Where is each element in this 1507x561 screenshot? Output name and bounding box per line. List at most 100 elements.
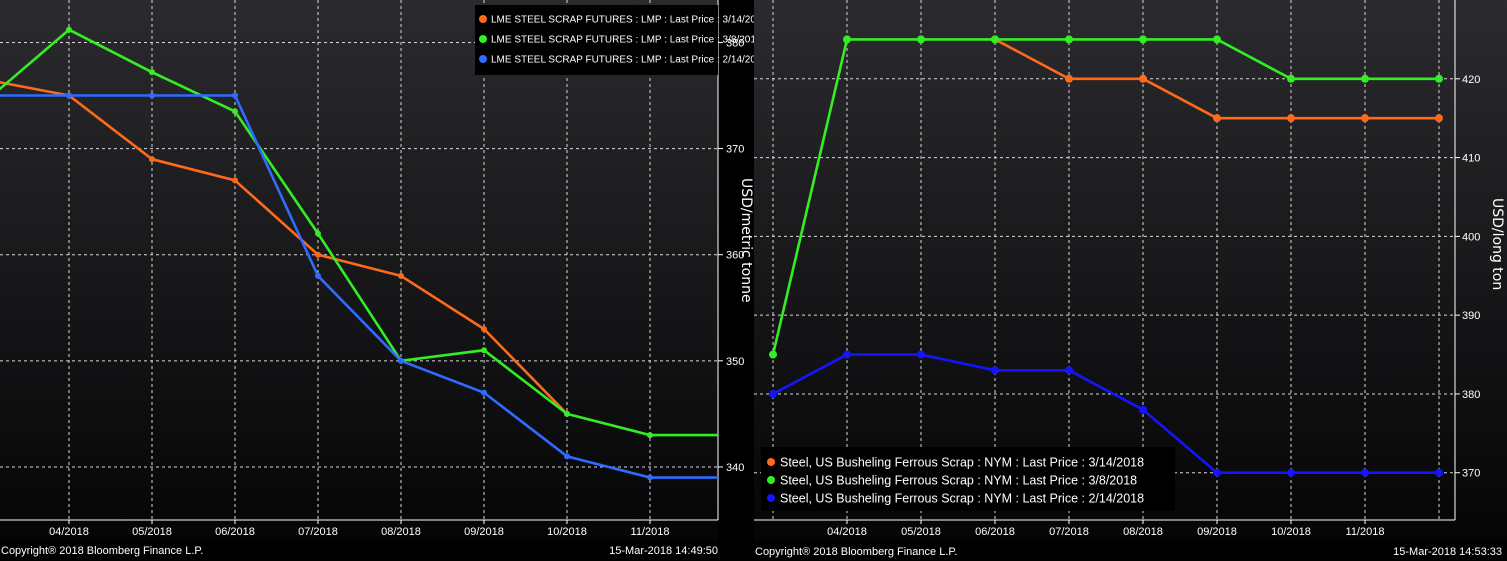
y-tick-label: 380 [726, 37, 744, 49]
legend-label: LME STEEL SCRAP FUTURES : LMP : Last Pri… [491, 35, 762, 46]
series-line [0, 94, 718, 479]
legend-marker [767, 476, 775, 484]
data-point [481, 325, 487, 332]
data-point [1287, 468, 1295, 477]
x-tick-label: 06/2018 [975, 526, 1015, 538]
data-point [1139, 35, 1147, 44]
lme-steel-scrap-chart: 340 350 360 370 380 04/2018 05/2018 06/2018 07/2… [0, 0, 767, 557]
y-tick-label: 390 [1462, 310, 1480, 322]
data-point [647, 474, 653, 481]
x-tick-label: 09/2018 [1197, 526, 1237, 538]
legend-label: Steel, US Busheling Ferrous Scrap : NYM … [780, 492, 1144, 506]
data-point [843, 35, 851, 44]
x-tick-label: 05/2018 [132, 526, 172, 538]
legend-marker [479, 55, 487, 63]
data-point [647, 432, 653, 439]
data-point [315, 272, 321, 279]
legend-marker [767, 494, 775, 502]
legend-label: LME STEEL SCRAP FUTURES : LMP : Last Pri… [491, 15, 767, 26]
data-point [1435, 114, 1443, 123]
data-point [1139, 405, 1147, 414]
x-tick-label: 07/2018 [298, 526, 338, 538]
data-point [1139, 74, 1147, 83]
data-point [1287, 74, 1295, 83]
data-point [1435, 468, 1443, 477]
data-point [481, 389, 487, 396]
legend-box [761, 447, 1175, 511]
data-point [1065, 366, 1073, 375]
x-tick-label: 10/2018 [547, 526, 587, 538]
x-tick-label: 08/2018 [381, 526, 421, 538]
data-point [1065, 74, 1073, 83]
y-tick-label: 370 [1462, 468, 1480, 480]
data-point [991, 35, 999, 44]
legend-label: Steel, US Busheling Ferrous Scrap : NYM … [780, 456, 1144, 470]
x-tick-label: 05/2018 [901, 526, 941, 538]
legend-box [475, 5, 718, 75]
data-point [1361, 468, 1369, 477]
data-point [917, 35, 925, 44]
legend-marker [767, 458, 775, 466]
data-point [769, 389, 777, 398]
data-point [481, 347, 487, 354]
x-tick-label: 04/2018 [827, 526, 867, 538]
series-line [771, 38, 1439, 355]
plot-background [0, 0, 718, 541]
data-point [1361, 114, 1369, 123]
data-point [232, 92, 238, 99]
y-tick-label: 340 [726, 462, 744, 474]
data-point [564, 453, 570, 460]
data-point [991, 366, 999, 375]
y-axis-label: USD/metric tonne [738, 178, 754, 303]
data-point [66, 26, 72, 33]
x-tick-label: 08/2018 [1123, 526, 1163, 538]
data-point [843, 350, 851, 359]
data-point [398, 357, 404, 364]
data-point [232, 177, 238, 184]
legend-marker [479, 35, 487, 43]
timestamp-text: 15-Mar-2018 14:53:33 [1393, 546, 1502, 558]
data-point [398, 272, 404, 279]
data-point [315, 251, 321, 258]
series-line [0, 80, 568, 415]
data-point [1287, 114, 1295, 123]
y-tick-label: 420 [1462, 74, 1480, 86]
x-tick-label: 07/2018 [1049, 526, 1089, 538]
y-axis-label: USD/long ton [1489, 198, 1505, 290]
x-tick-label: 09/2018 [464, 526, 504, 538]
series-2 [0, 92, 718, 481]
x-tick-label: 06/2018 [215, 526, 255, 538]
data-point [149, 69, 155, 76]
data-point [1065, 35, 1073, 44]
data-point [149, 92, 155, 99]
x-tick-label: 04/2018 [49, 526, 89, 538]
data-point [1361, 74, 1369, 83]
x-tick-label: 11/2018 [1346, 526, 1385, 538]
series-line [772, 353, 1439, 475]
y-tick-label: 400 [1462, 231, 1480, 243]
x-tick-label: 11/2018 [631, 526, 670, 538]
y-tick-label: 350 [726, 356, 744, 368]
data-point [1213, 114, 1221, 123]
us-busheling-scrap-chart: 370 380 390 400 410 420 04/2018 05/2018 06/2018 0… [754, 0, 1507, 558]
series-line [0, 28, 718, 437]
legend-marker [479, 15, 487, 23]
data-point [315, 230, 321, 237]
data-point [1213, 468, 1221, 477]
y-tick-label: 370 [726, 144, 744, 156]
data-point [769, 350, 777, 359]
data-point [917, 350, 925, 359]
data-point [1435, 74, 1443, 83]
y-tick-label: 410 [1462, 153, 1480, 165]
data-point [564, 410, 570, 417]
timestamp-text: 15-Mar-2018 14:49:50 [609, 545, 718, 557]
data-point [232, 108, 238, 115]
series-1 [769, 35, 1443, 359]
data-point [1213, 35, 1221, 44]
legend-label: LME STEEL SCRAP FUTURES : LMP : Last Pri… [491, 55, 767, 66]
y-tick-label: 380 [1462, 389, 1480, 401]
copyright-text: Copyright® 2018 Bloomberg Finance L.P. [1, 545, 203, 557]
data-point [149, 156, 155, 163]
series-2 [769, 350, 1443, 477]
